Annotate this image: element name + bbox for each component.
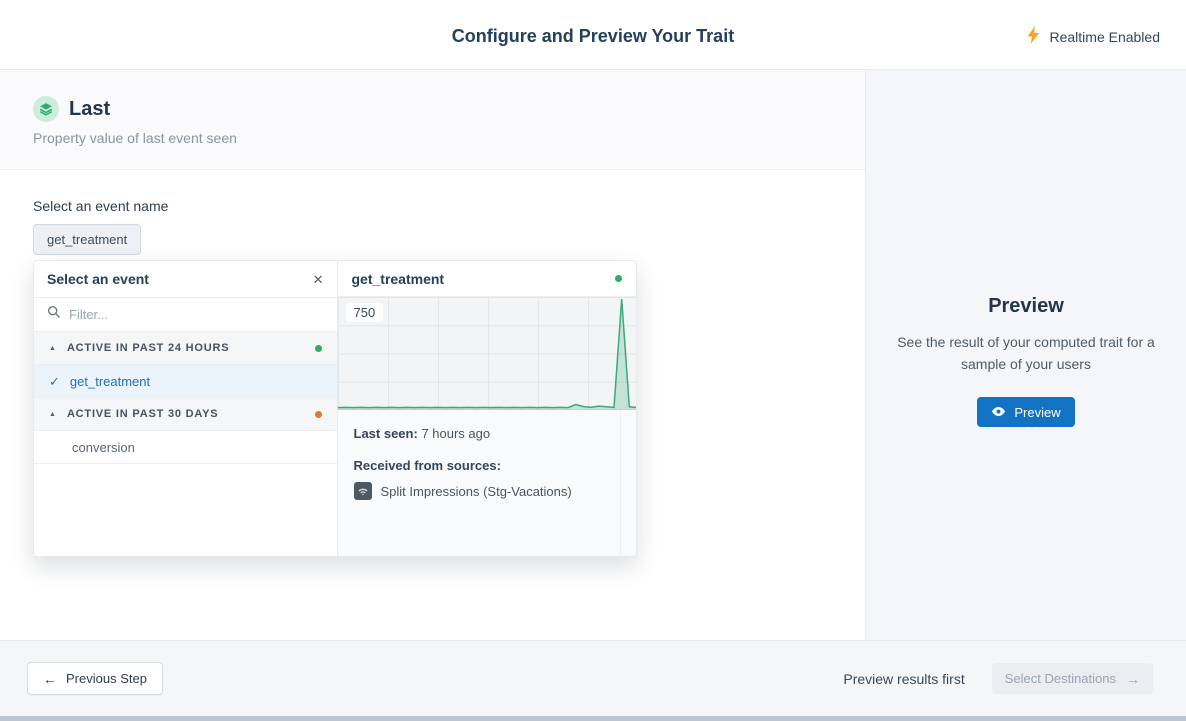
last-seen-row: Last seen: 7 hours ago — [354, 426, 621, 441]
realtime-status: Realtime Enabled — [1026, 26, 1160, 47]
preview-sidebar: Preview See the result of your computed … — [865, 70, 1186, 640]
preview-title: Preview — [988, 295, 1064, 317]
group-active-30-days[interactable]: ▲ ACTIVE IN PAST 30 DAYS — [34, 398, 337, 431]
sources-section: Received from sources: Split Impressions… — [353, 458, 621, 500]
back-arrow-icon: ← — [43, 670, 57, 687]
event-list-panel: Select an event ✕ ▲ ACTIVE IN PAST 24 HO… — [34, 261, 338, 556]
event-picker-popover: Select an event ✕ ▲ ACTIVE IN PAST 24 HO… — [33, 260, 637, 557]
source-row: Split Impressions (Stg-Vacations) — [353, 482, 621, 500]
last-seen-value: 7 hours ago — [421, 426, 491, 441]
group-active-24-hours[interactable]: ▲ ACTIVE IN PAST 24 HOURS — [34, 332, 337, 365]
popover-title: Select an event — [47, 271, 149, 287]
event-item-conversion[interactable]: conversion — [34, 431, 337, 464]
previous-step-label: Previous Step — [66, 671, 147, 686]
orange-status-dot — [314, 410, 322, 418]
previous-step-button[interactable]: ← Previous Step — [27, 662, 163, 695]
event-details: Last seen: 7 hours ago Received from sou… — [338, 410, 637, 556]
preview-button-label: Preview — [1014, 404, 1061, 420]
group-label: ACTIVE IN PAST 30 DAYS — [66, 408, 219, 420]
trait-name: Last — [69, 97, 111, 120]
header: Configure and Preview Your Trait Realtim… — [0, 0, 1186, 70]
event-item-get-treatment[interactable]: ✓ get_treatment — [34, 365, 337, 398]
main-content: Last Property value of last event seen S… — [0, 70, 865, 640]
selected-event-chip[interactable]: get_treatment — [33, 224, 142, 255]
event-item-label: conversion — [72, 439, 135, 455]
footer: ← Previous Step Preview results first Se… — [0, 640, 1186, 716]
page-title: Configure and Preview Your Trait — [451, 26, 735, 46]
source-name: Split Impressions (Stg-Vacations) — [380, 483, 572, 499]
lightning-bolt-icon — [1026, 26, 1041, 47]
green-status-dot — [314, 344, 322, 352]
forward-arrow-icon: → — [1126, 670, 1140, 687]
collapse-icon[interactable]: ▲ — [49, 410, 56, 418]
chart-ymax-label: 750 — [345, 303, 384, 322]
trait-description: Property value of last event seen — [33, 130, 237, 146]
sources-label: Received from sources: — [353, 458, 501, 473]
preview-button[interactable]: Preview — [977, 397, 1075, 428]
trait-summary: Last Property value of last event seen — [0, 70, 865, 170]
select-event-name-label: Select an event name — [33, 198, 169, 214]
window-bottom-edge — [0, 716, 1186, 721]
detail-event-title: get_treatment — [351, 270, 445, 287]
filter-input[interactable] — [69, 307, 324, 322]
group-label: ACTIVE IN PAST 24 HOURS — [66, 342, 230, 354]
eye-icon — [991, 405, 1006, 420]
search-icon — [47, 305, 61, 324]
realtime-label: Realtime Enabled — [1049, 28, 1160, 45]
event-volume-chart-line — [337, 298, 636, 410]
green-status-dot — [615, 275, 622, 282]
event-volume-chart: 750 — [337, 297, 636, 410]
last-seen-label: Last seen: — [353, 426, 418, 441]
preview-hint-text: Preview results first — [843, 670, 965, 687]
filter-row — [34, 297, 337, 332]
close-icon[interactable]: ✕ — [312, 271, 324, 287]
preview-description: See the result of your computed trait fo… — [897, 334, 1155, 372]
select-destinations-button[interactable]: Select Destinations → — [991, 663, 1153, 694]
event-item-label: get_treatment — [69, 373, 151, 389]
select-destinations-label: Select Destinations — [1004, 671, 1116, 686]
list-empty-space — [34, 464, 337, 556]
collapse-icon[interactable]: ▲ — [49, 344, 56, 352]
event-detail-panel: get_treatment 750 Last seen: 7 hours ago… — [337, 261, 637, 556]
layers-icon — [33, 96, 59, 122]
wifi-source-icon — [353, 482, 372, 500]
check-icon: ✓ — [49, 373, 60, 389]
